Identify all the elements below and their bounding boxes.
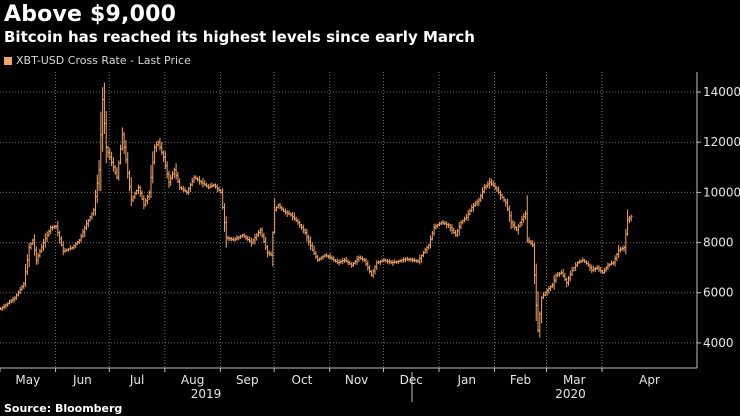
legend-label: XBT-USD Cross Rate - Last Price [16,54,191,67]
x-month-label: Feb [510,373,531,387]
chart-title: Above $9,000 [4,2,177,27]
source-note: Source: Bloomberg [4,402,123,415]
x-month-label: May [15,373,40,387]
x-month-label: Mar [563,373,586,387]
y-tick-label: 12000 [703,135,740,149]
legend-swatch [4,56,12,65]
x-month-label: Jan [457,373,477,387]
price-bars [0,82,633,338]
x-month-label: Sep [236,373,259,387]
y-tick-label: 10000 [703,185,740,199]
x-month-label: Apr [639,373,660,387]
y-tick-label: 14000 [703,85,740,99]
gridlines [0,72,697,368]
y-tick-label: 4000 [703,336,734,350]
x-month-label: Oct [292,373,313,387]
x-month-label: Nov [345,373,368,387]
year-label-2019: 2019 [191,387,222,401]
x-month-label: Jul [129,373,144,387]
y-tick-label: 6000 [703,286,734,300]
x-month-label: Dec [400,373,423,387]
y-tick-label: 8000 [703,236,734,250]
chart-subtitle: Bitcoin has reached its highest levels s… [4,28,475,46]
axis-labels: 4000 6000 8000 10000 12000 14000 May Jun Jul Aug S… [15,85,740,401]
year-label-2020: 2020 [555,387,586,401]
x-month-label: Jun [72,373,92,387]
legend: XBT-USD Cross Rate - Last Price [4,54,191,67]
axes [0,72,701,402]
x-month-label: Aug [181,373,204,387]
